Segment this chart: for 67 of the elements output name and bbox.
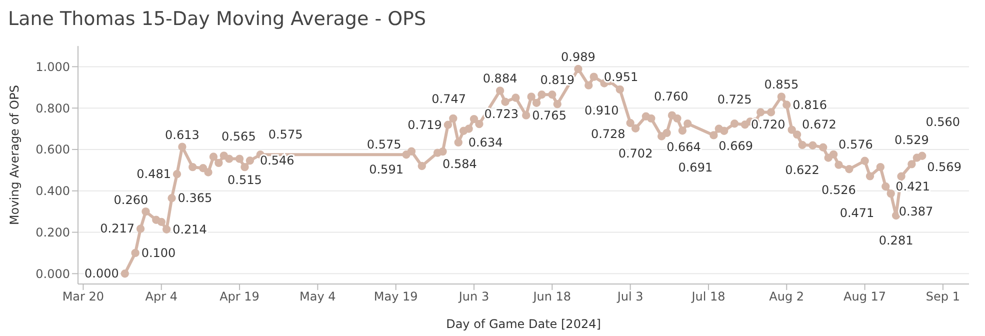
x-tick-label: May 4 <box>300 290 336 304</box>
data-label: 0.569 <box>927 160 962 174</box>
data-label: 0.719 <box>408 118 442 132</box>
x-tick-label: May 19 <box>374 290 418 304</box>
data-label: 0.000 <box>84 266 119 281</box>
data-label: 0.989 <box>561 50 596 64</box>
y-tick-label: 0.600 <box>36 142 70 157</box>
data-label: 0.281 <box>878 233 914 248</box>
data-label: 0.546 <box>260 154 294 168</box>
y-tick-label: 1.000 <box>36 60 70 74</box>
x-tick-label: Aug 17 <box>844 290 886 304</box>
data-label: 0.855 <box>764 78 799 92</box>
data-label: 0.884 <box>482 72 518 86</box>
data-label: 0.622 <box>785 162 820 177</box>
data-label: 0.481 <box>136 167 171 182</box>
data-label: 0.591 <box>369 162 404 176</box>
x-tick-label: Jun 18 <box>532 290 572 304</box>
data-label: 0.421 <box>896 180 930 194</box>
data-label: 0.669 <box>718 139 754 154</box>
data-label: 0.747 <box>432 92 466 106</box>
data-label: 0.560 <box>926 114 960 129</box>
data-label: 0.529 <box>894 133 929 148</box>
data-label: 0.584 <box>442 156 477 171</box>
x-tick-label: Apr 4 <box>145 290 178 304</box>
data-label: 0.819 <box>540 73 575 88</box>
x-tick-label: Sep 1 <box>926 290 960 304</box>
data-label: 0.765 <box>532 108 566 122</box>
data-label: 0.760 <box>654 89 688 104</box>
y-axis-title: Moving Average of OPS <box>7 85 22 225</box>
x-tick-label: Aug 2 <box>769 290 804 304</box>
data-label: 0.387 <box>898 204 934 219</box>
data-label: 0.100 <box>141 246 176 260</box>
data-label: 0.634 <box>468 135 503 150</box>
data-label: 0.664 <box>666 140 701 154</box>
x-tick-label: Apr 19 <box>220 290 260 304</box>
data-label: 0.725 <box>717 92 752 107</box>
data-label: 0.575 <box>268 128 303 142</box>
data-label: 0.575 <box>366 138 402 152</box>
data-label: 0.260 <box>114 192 148 207</box>
y-tick-label: 0.000 <box>36 266 70 281</box>
x-tick-label: Jul 18 <box>690 290 726 304</box>
data-label: 0.723 <box>484 107 519 122</box>
data-label: 0.691 <box>678 160 713 175</box>
data-label: 0.515 <box>228 173 262 188</box>
data-label: 0.471 <box>840 206 874 220</box>
data-label: 0.565 <box>221 130 256 144</box>
data-label: 0.526 <box>822 182 856 197</box>
x-tick-label: Jun 3 <box>458 290 490 304</box>
data-label: 0.910 <box>584 103 619 118</box>
data-label: 0.365 <box>178 191 212 206</box>
x-tick-label: Mar 20 <box>62 290 104 304</box>
y-tick-label: 0.200 <box>36 226 70 240</box>
data-label: 0.576 <box>838 137 873 152</box>
data-label: 0.728 <box>590 126 626 141</box>
data-label: 0.613 <box>165 128 200 142</box>
x-axis-title: Day of Game Date [2024] <box>446 317 601 331</box>
data-label: 0.702 <box>618 146 653 160</box>
data-label: 0.217 <box>100 222 135 236</box>
x-tick-label: Jul 3 <box>616 290 644 304</box>
data-label: 0.672 <box>802 118 836 132</box>
data-label: 0.214 <box>172 222 207 236</box>
data-label: 0.720 <box>750 118 786 132</box>
y-tick-label: 0.400 <box>36 184 70 198</box>
data-label: 0.951 <box>604 70 638 84</box>
data-label: 0.816 <box>792 98 827 112</box>
y-tick-label: 0.800 <box>36 101 70 116</box>
chart-title: Lane Thomas 15-Day Moving Average - OPS <box>8 8 428 32</box>
